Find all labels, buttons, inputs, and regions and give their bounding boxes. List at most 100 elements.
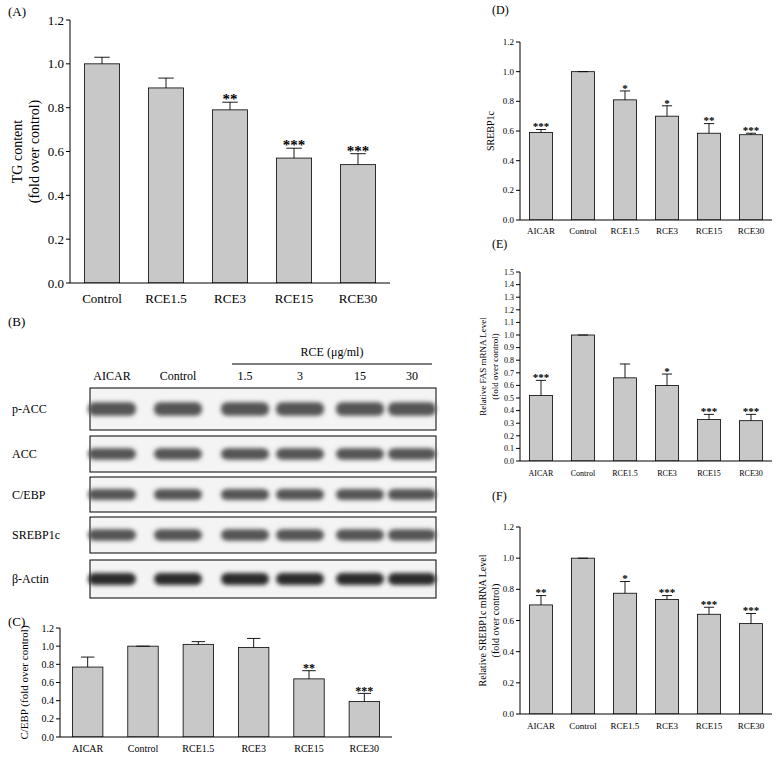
y-tick-label: 0.4 bbox=[504, 406, 514, 415]
y-tick-label: 0.0 bbox=[48, 276, 64, 291]
significance: *** bbox=[701, 405, 718, 417]
y-axis bbox=[520, 527, 521, 714]
bar bbox=[571, 72, 594, 220]
marks bbox=[84, 57, 375, 283]
significance: *** bbox=[701, 598, 718, 610]
x-axis bbox=[520, 714, 772, 715]
band bbox=[221, 448, 269, 460]
band bbox=[88, 402, 136, 415]
band bbox=[88, 529, 136, 541]
bar bbox=[72, 667, 102, 737]
band bbox=[221, 489, 269, 500]
significance: * bbox=[622, 82, 628, 94]
band bbox=[154, 573, 202, 585]
blot-strip bbox=[90, 436, 436, 472]
y-tick bbox=[516, 620, 520, 621]
blot-strip bbox=[90, 477, 436, 512]
bar bbox=[571, 558, 594, 714]
error-cap bbox=[578, 558, 588, 559]
significance: * bbox=[664, 365, 670, 377]
bar bbox=[529, 132, 552, 220]
y-tick bbox=[66, 63, 70, 64]
y-tick-label: 0.2 bbox=[503, 185, 514, 195]
x-tick-label: AICAR bbox=[72, 743, 103, 754]
panel-label: (A) bbox=[8, 4, 26, 19]
error-bar bbox=[578, 71, 588, 72]
y-tick-label: 0.8 bbox=[48, 100, 64, 115]
bar bbox=[655, 599, 678, 714]
bar bbox=[739, 135, 762, 220]
error-bar bbox=[158, 78, 173, 88]
error-stem bbox=[625, 364, 626, 378]
bar bbox=[148, 88, 183, 283]
blot-strip bbox=[90, 517, 436, 553]
band bbox=[388, 489, 436, 500]
y-tick bbox=[516, 435, 520, 436]
y-tick-label: 0.4 bbox=[503, 156, 515, 166]
y-tick bbox=[516, 272, 520, 273]
y-tick-label: 1.2 bbox=[503, 522, 514, 532]
x-axis bbox=[520, 461, 772, 462]
y-tick bbox=[516, 284, 520, 285]
marks bbox=[529, 72, 762, 220]
y-tick bbox=[516, 651, 520, 652]
x-tick-label: RCE3 bbox=[656, 226, 679, 236]
band bbox=[276, 402, 324, 415]
y-axis-label: Relative SREBP1c mRNA Level bbox=[477, 554, 488, 686]
bar bbox=[655, 116, 678, 220]
row-label: SREBP1c bbox=[12, 528, 60, 542]
band bbox=[221, 402, 269, 415]
y-tick bbox=[516, 335, 520, 336]
bar bbox=[529, 395, 552, 461]
marks bbox=[72, 638, 379, 737]
y-tick bbox=[516, 385, 520, 386]
y-tick bbox=[516, 160, 520, 161]
x-tick-label: RCE1.5 bbox=[612, 469, 638, 478]
row-label: C/EBP bbox=[12, 488, 46, 502]
band bbox=[88, 448, 136, 460]
band bbox=[336, 573, 384, 585]
y-tick-label: 0.2 bbox=[42, 713, 55, 724]
row-label: β-Actin bbox=[12, 572, 49, 586]
y-tick-label: 0.4 bbox=[503, 647, 515, 657]
x-tick-label: RCE15 bbox=[275, 291, 313, 306]
y-tick-label: 0.5 bbox=[504, 394, 514, 403]
column-label: 1.5 bbox=[238, 369, 253, 383]
chart-panel: (C)C/EBP (fold over control)0.00.20.40.6… bbox=[8, 614, 392, 754]
group-label: RCE (μg/ml) bbox=[301, 345, 364, 359]
bar bbox=[349, 702, 379, 737]
bar bbox=[276, 158, 311, 283]
x-tick-label: RCE3 bbox=[657, 469, 677, 478]
x-tick-label: RCE30 bbox=[738, 721, 765, 731]
y-tick-label: 0.0 bbox=[503, 709, 515, 719]
y-tick bbox=[56, 700, 60, 701]
y-tick-label: 0.8 bbox=[504, 356, 514, 365]
y-tick-label: 1.1 bbox=[504, 318, 514, 327]
y-tick bbox=[516, 398, 520, 399]
y-tick-label: 0.4 bbox=[48, 188, 65, 203]
x-tick-label: AICAR bbox=[527, 721, 555, 731]
y-tick-label: 0.6 bbox=[42, 677, 55, 688]
x-tick-label: RCE30 bbox=[738, 226, 765, 236]
y-tick-label: 0.4 bbox=[42, 695, 55, 706]
band bbox=[336, 529, 384, 541]
x-tick-label: RCE1.5 bbox=[145, 291, 187, 306]
x-tick-label: RCE3 bbox=[214, 291, 246, 306]
significance: *** bbox=[533, 371, 550, 383]
y-axis-label: (fold over control) bbox=[27, 99, 43, 203]
x-tick-label: RCE1.5 bbox=[611, 226, 640, 236]
x-axis bbox=[60, 737, 392, 738]
y-tick-label: 1.2 bbox=[504, 306, 514, 315]
bar bbox=[238, 648, 268, 737]
band bbox=[221, 573, 269, 585]
y-tick bbox=[516, 558, 520, 559]
column-label: Control bbox=[160, 369, 197, 383]
significance: ** bbox=[704, 114, 716, 126]
y-axis-label: SREBP1c bbox=[485, 110, 496, 151]
y-tick-label: 0.9 bbox=[504, 343, 514, 352]
y-axis bbox=[70, 20, 71, 283]
x-tick-label: RCE15 bbox=[696, 226, 723, 236]
y-tick bbox=[516, 220, 520, 221]
y-tick bbox=[516, 527, 520, 528]
y-tick bbox=[516, 131, 520, 132]
